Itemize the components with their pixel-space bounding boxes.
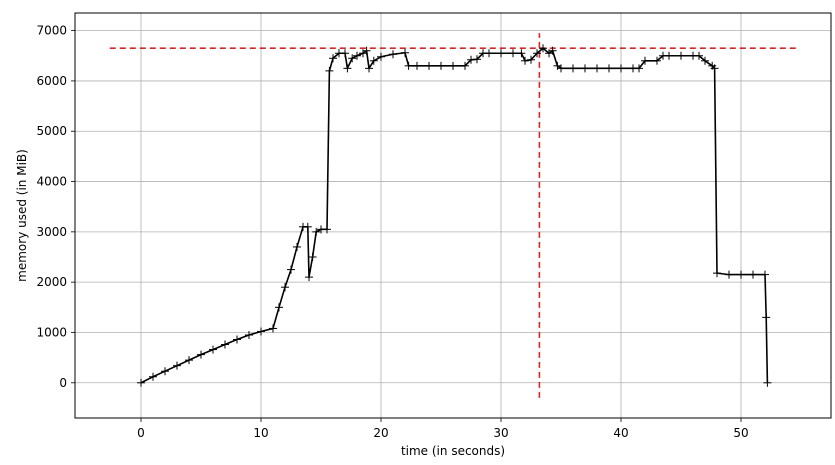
data-point <box>413 61 421 70</box>
data-point <box>401 48 409 57</box>
data-point <box>710 64 719 73</box>
data-point <box>581 64 589 73</box>
x-tick-label: 30 <box>493 426 508 440</box>
data-point <box>713 269 721 278</box>
data-point <box>221 340 229 349</box>
x-tick-label: 40 <box>613 426 628 440</box>
data-point <box>173 361 181 370</box>
series-markers <box>137 44 772 387</box>
data-point <box>761 270 769 279</box>
y-tick-label: 6000 <box>36 74 67 88</box>
data-point <box>763 378 772 387</box>
data-point <box>137 378 145 387</box>
data-point <box>527 55 535 64</box>
x-tick-label: 20 <box>373 426 388 440</box>
data-point <box>762 313 771 322</box>
data-point <box>517 49 526 58</box>
data-point <box>312 227 321 236</box>
data-point <box>257 327 265 336</box>
data-point <box>695 51 703 60</box>
data-point <box>305 273 313 282</box>
data-point <box>275 303 283 312</box>
data-point <box>389 50 397 59</box>
data-point <box>605 64 613 73</box>
data-point <box>509 49 517 58</box>
data-point <box>521 56 529 65</box>
data-point <box>497 49 505 58</box>
data-point <box>197 350 205 359</box>
data-point <box>287 265 295 274</box>
data-point <box>467 55 475 64</box>
data-point <box>377 52 385 61</box>
data-point <box>369 56 378 65</box>
data-point <box>737 270 745 279</box>
grid-layer <box>75 13 831 418</box>
data-point <box>303 222 312 231</box>
data-point <box>353 51 361 60</box>
x-tick-label: 10 <box>253 426 268 440</box>
data-point <box>701 56 709 65</box>
data-point <box>749 270 757 279</box>
data-point <box>653 56 661 65</box>
plot-frame <box>74 12 832 419</box>
data-point <box>269 324 277 333</box>
data-point <box>461 61 469 70</box>
data-point <box>233 335 241 344</box>
data-point <box>281 283 289 292</box>
data-point <box>209 345 217 354</box>
x-axis-label: time (in seconds) <box>401 444 505 458</box>
y-tick-label: 1000 <box>36 325 67 339</box>
reference-lines <box>109 33 799 398</box>
x-tick-label: 0 <box>137 426 145 440</box>
y-tick-label: 0 <box>59 376 67 390</box>
y-tick-label: 2000 <box>36 275 67 289</box>
data-point <box>161 367 169 376</box>
data-point <box>341 49 349 58</box>
data-point <box>293 242 301 251</box>
x-tick-label: 50 <box>733 426 748 440</box>
data-point <box>348 54 357 63</box>
data-point <box>437 61 445 70</box>
data-point <box>185 356 193 365</box>
data-point <box>343 64 352 73</box>
y-tick-label: 5000 <box>36 124 67 138</box>
data-point <box>323 225 331 234</box>
data-point <box>149 372 157 381</box>
data-point <box>548 46 557 55</box>
tick-layer: 0 10 20 30 40 50 0 1000 2000 3000 4000 5000 6000 7000 <box>36 24 748 440</box>
y-tick-label: 3000 <box>36 225 67 239</box>
data-point <box>665 51 673 60</box>
series-layer <box>137 44 772 387</box>
data-point <box>473 55 481 64</box>
data-point <box>539 44 547 53</box>
data-point <box>362 46 371 55</box>
data-point <box>593 64 601 73</box>
data-point <box>677 51 685 60</box>
data-point <box>365 64 373 73</box>
data-point <box>725 270 733 279</box>
data-point <box>485 49 493 58</box>
y-tick-label: 4000 <box>36 175 67 189</box>
data-point <box>404 61 413 70</box>
data-point <box>308 253 317 262</box>
data-point <box>635 64 643 73</box>
y-tick-label: 7000 <box>36 24 67 38</box>
y-axis-label: memory used (in MiB) <box>15 149 29 282</box>
data-point <box>533 49 541 58</box>
data-point <box>641 56 649 65</box>
data-point <box>569 64 577 73</box>
data-point <box>557 64 565 73</box>
data-point <box>449 61 457 70</box>
data-point <box>425 61 433 70</box>
data-point <box>617 64 625 73</box>
data-point <box>325 66 334 75</box>
data-point <box>329 54 337 63</box>
data-point <box>245 330 253 339</box>
